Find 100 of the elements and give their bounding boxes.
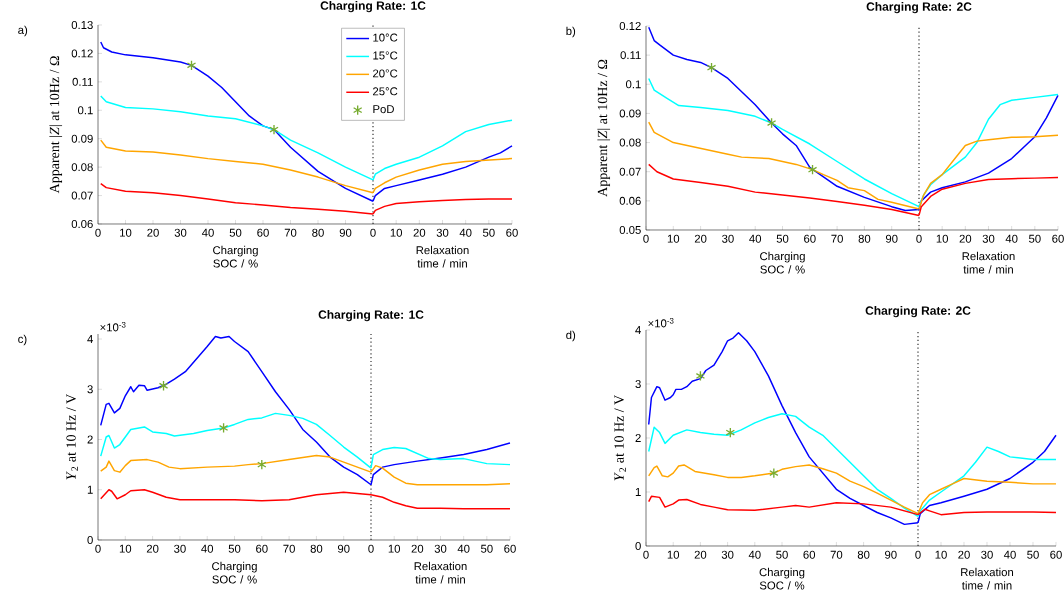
- x-tick-label: 0: [915, 550, 921, 559]
- y-tick-label: 2: [635, 434, 641, 442]
- x-axis-title: Relaxation time / min: [961, 567, 1014, 590]
- y-tick-label: 0.09: [619, 109, 641, 118]
- x-tick-label: 50: [228, 544, 241, 553]
- y-tick-label: 1: [87, 485, 93, 494]
- x-tick-label: 80: [857, 550, 870, 559]
- x-tick-label: 30: [436, 228, 449, 237]
- y-tick-label: 0.08: [619, 138, 641, 147]
- x-tick-label: 20: [694, 234, 707, 243]
- x-tick-label: 10: [120, 228, 132, 237]
- x-tick-label: 30: [981, 550, 993, 559]
- x-tick-label: 10: [667, 234, 680, 243]
- legend-label: 15°C: [373, 51, 398, 60]
- x-tick-label: 20: [413, 228, 426, 237]
- x-tick-label: 90: [885, 234, 898, 243]
- x-tick-label: 40: [459, 228, 472, 237]
- x-tick-label: 70: [284, 228, 297, 237]
- x-tick-label: 10: [390, 228, 403, 237]
- y-axis-title: Y$_{2}$ at 10 Hz / V: [614, 394, 626, 481]
- x-tick-label: 20: [146, 544, 159, 553]
- x-tick-label: 50: [480, 544, 493, 553]
- x-axis-title: Relaxation time / min: [414, 561, 467, 584]
- y-tick-label: 0.1: [625, 80, 641, 89]
- x-tick-label: 90: [339, 228, 352, 237]
- x-tick-label: 80: [310, 544, 323, 553]
- y-tick-label: 4: [87, 335, 93, 343]
- legend-label: 20°C: [373, 69, 398, 78]
- y-tick-label: 3: [635, 379, 641, 388]
- x-tick-label: 50: [1028, 234, 1041, 243]
- x-tick-label: 0: [916, 234, 922, 243]
- x-tick-label: 30: [174, 544, 186, 553]
- y-tick-label: 0.06: [619, 196, 641, 205]
- text: c): [18, 334, 27, 346]
- y-tick-label: 0.06: [71, 219, 93, 228]
- x-tick-label: 40: [1005, 234, 1018, 243]
- x-tick-label: 80: [312, 228, 324, 237]
- x-axis-title: Relaxation time / min: [416, 245, 469, 268]
- x-tick-label: 40: [201, 228, 214, 237]
- y-tick-label: 4: [635, 326, 641, 334]
- y-tick-label: 3: [87, 385, 93, 394]
- y-axis-title: Y$_{2}$ at 10 Hz / V: [66, 393, 78, 480]
- x-tick-label: 90: [337, 544, 350, 553]
- x-tick-label: 50: [1027, 550, 1039, 559]
- y-tick-label: 0.11: [620, 51, 641, 60]
- y-axis-title: Apparent |Z| at 10Hz / Ω: [49, 56, 63, 194]
- y-tick-label: 0.08: [71, 163, 93, 172]
- x-tick-label: 30: [982, 234, 995, 243]
- y-tick-label: 0.05: [619, 225, 641, 234]
- x-tick-label: 10: [667, 550, 680, 559]
- x-tick-label: 50: [482, 228, 495, 237]
- y-tick-label: 1: [635, 488, 641, 496]
- x-tick-label: 40: [748, 550, 761, 559]
- text: ×10$^{-3}$: [100, 321, 126, 332]
- y-tick-label: 0: [87, 535, 93, 544]
- legend-label: PoD: [373, 105, 394, 114]
- x-tick-label: 50: [776, 234, 789, 243]
- x-tick-label: 20: [147, 228, 159, 237]
- x-axis-title: Charging SOC / %: [213, 245, 258, 268]
- x-tick-label: 60: [1052, 234, 1064, 243]
- y-tick-label: 0.13: [71, 20, 93, 29]
- x-tick-label: 40: [457, 544, 470, 553]
- x-tick-label: 40: [201, 544, 214, 553]
- x-tick-label: 10: [388, 544, 401, 553]
- x-tick-label: 90: [885, 550, 897, 559]
- x-axis-title: Charging SOC / %: [760, 251, 805, 274]
- x-tick-label: 30: [722, 234, 734, 243]
- y-tick-label: 0.07: [71, 191, 93, 200]
- x-tick-label: 10: [119, 544, 132, 553]
- y-axis-title: Apparent |Z| at 10Hz / Ω: [597, 59, 611, 197]
- x-tick-label: 0: [370, 228, 376, 237]
- x-axis-title: Charging SOC / %: [212, 561, 257, 584]
- y-tick-label: 0.12: [71, 49, 93, 58]
- x-tick-label: 30: [174, 228, 187, 237]
- x-tick-label: 60: [804, 234, 816, 243]
- x-tick-label: 40: [1003, 550, 1016, 559]
- x-axis-title: Relaxation time / min: [962, 251, 1015, 274]
- y-tick-label: 0.07: [619, 167, 641, 176]
- text: a): [18, 25, 28, 37]
- legend-label: 10°C: [373, 33, 398, 42]
- x-tick-label: 0: [368, 544, 374, 553]
- y-tick-label: 2: [87, 435, 93, 444]
- x-tick-label: 20: [958, 550, 970, 559]
- text: ×10$^{-3}$: [648, 317, 674, 328]
- x-tick-label: 30: [721, 550, 734, 559]
- x-tick-label: 0: [643, 234, 649, 243]
- y-tick-label: 0.12: [619, 21, 641, 30]
- x-tick-label: 60: [504, 544, 516, 553]
- x-tick-label: 0: [95, 544, 101, 553]
- x-tick-label: 50: [776, 550, 788, 559]
- x-tick-label: 20: [694, 550, 707, 559]
- x-tick-label: 10: [936, 234, 949, 243]
- x-tick-label: 60: [803, 550, 816, 559]
- x-tick-label: 20: [959, 234, 972, 243]
- x-tick-label: 70: [830, 550, 843, 559]
- x-tick-label: 30: [434, 544, 447, 553]
- x-tick-label: 0: [95, 228, 101, 237]
- chart-title: Charging Rate: 2C: [865, 306, 971, 318]
- x-tick-label: 10: [935, 550, 947, 559]
- x-tick-label: 0: [643, 550, 649, 559]
